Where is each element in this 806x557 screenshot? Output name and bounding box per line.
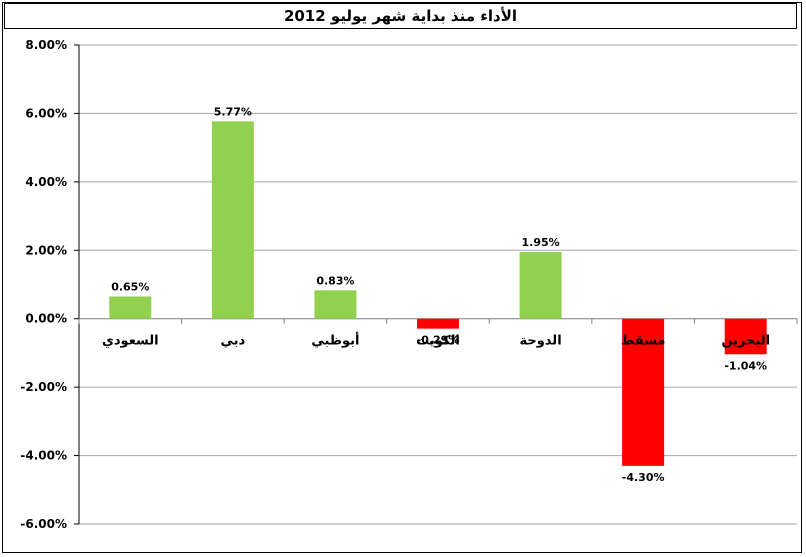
data-label: -0.29% [417,334,460,347]
category-label: أبوظبي [311,332,359,349]
category-label: البحرين [721,334,770,349]
data-label: 0.65% [111,280,149,293]
data-label: 0.83% [316,274,354,287]
bar [519,251,562,319]
category-label: دبي [220,334,245,349]
data-label: 5.77% [214,105,252,118]
chart-title: الأداء منذ بداية شهر يوليو 2012 [283,7,518,25]
category-label: الدوحة [519,334,561,349]
bar [314,290,357,319]
bars [109,121,767,466]
category-labels: السعودي دبي أبوظبي الكويت الدوحة مسقط البحرين [102,332,770,349]
y-tick-label: 8.00% [25,38,67,52]
category-label: السعودي [102,334,159,349]
y-axis-ticks: 8.00% 6.00% 4.00% 2.00% 0.00% -2.00% -4.00% -6.… [20,38,67,531]
data-label: 1.95% [521,236,559,249]
bar [724,318,767,355]
y-tick-label: -2.00% [20,380,67,394]
category-label: مسقط [621,334,666,349]
gridlines [79,44,797,525]
bar [211,121,254,319]
axes [74,44,798,525]
data-label: -1.04% [724,359,767,372]
data-labels: 0.65% 5.77% 0.83% -0.29% 1.95% -4.30% -1.04% [111,105,767,484]
chart-title-box: الأداء منذ بداية شهر يوليو 2012 [4,3,797,29]
y-tick-label: -6.00% [20,517,67,531]
bar [417,318,459,329]
y-tick-label: 4.00% [25,175,67,189]
y-tick-label: -4.00% [20,449,67,463]
category-label: الكويت [416,334,460,349]
bar [622,318,665,466]
data-label: -4.30% [622,471,665,484]
bar [109,296,152,319]
y-tick-label: 6.00% [25,106,67,120]
y-tick-label: 0.00% [25,312,67,326]
y-tick-label: 2.00% [25,243,67,257]
